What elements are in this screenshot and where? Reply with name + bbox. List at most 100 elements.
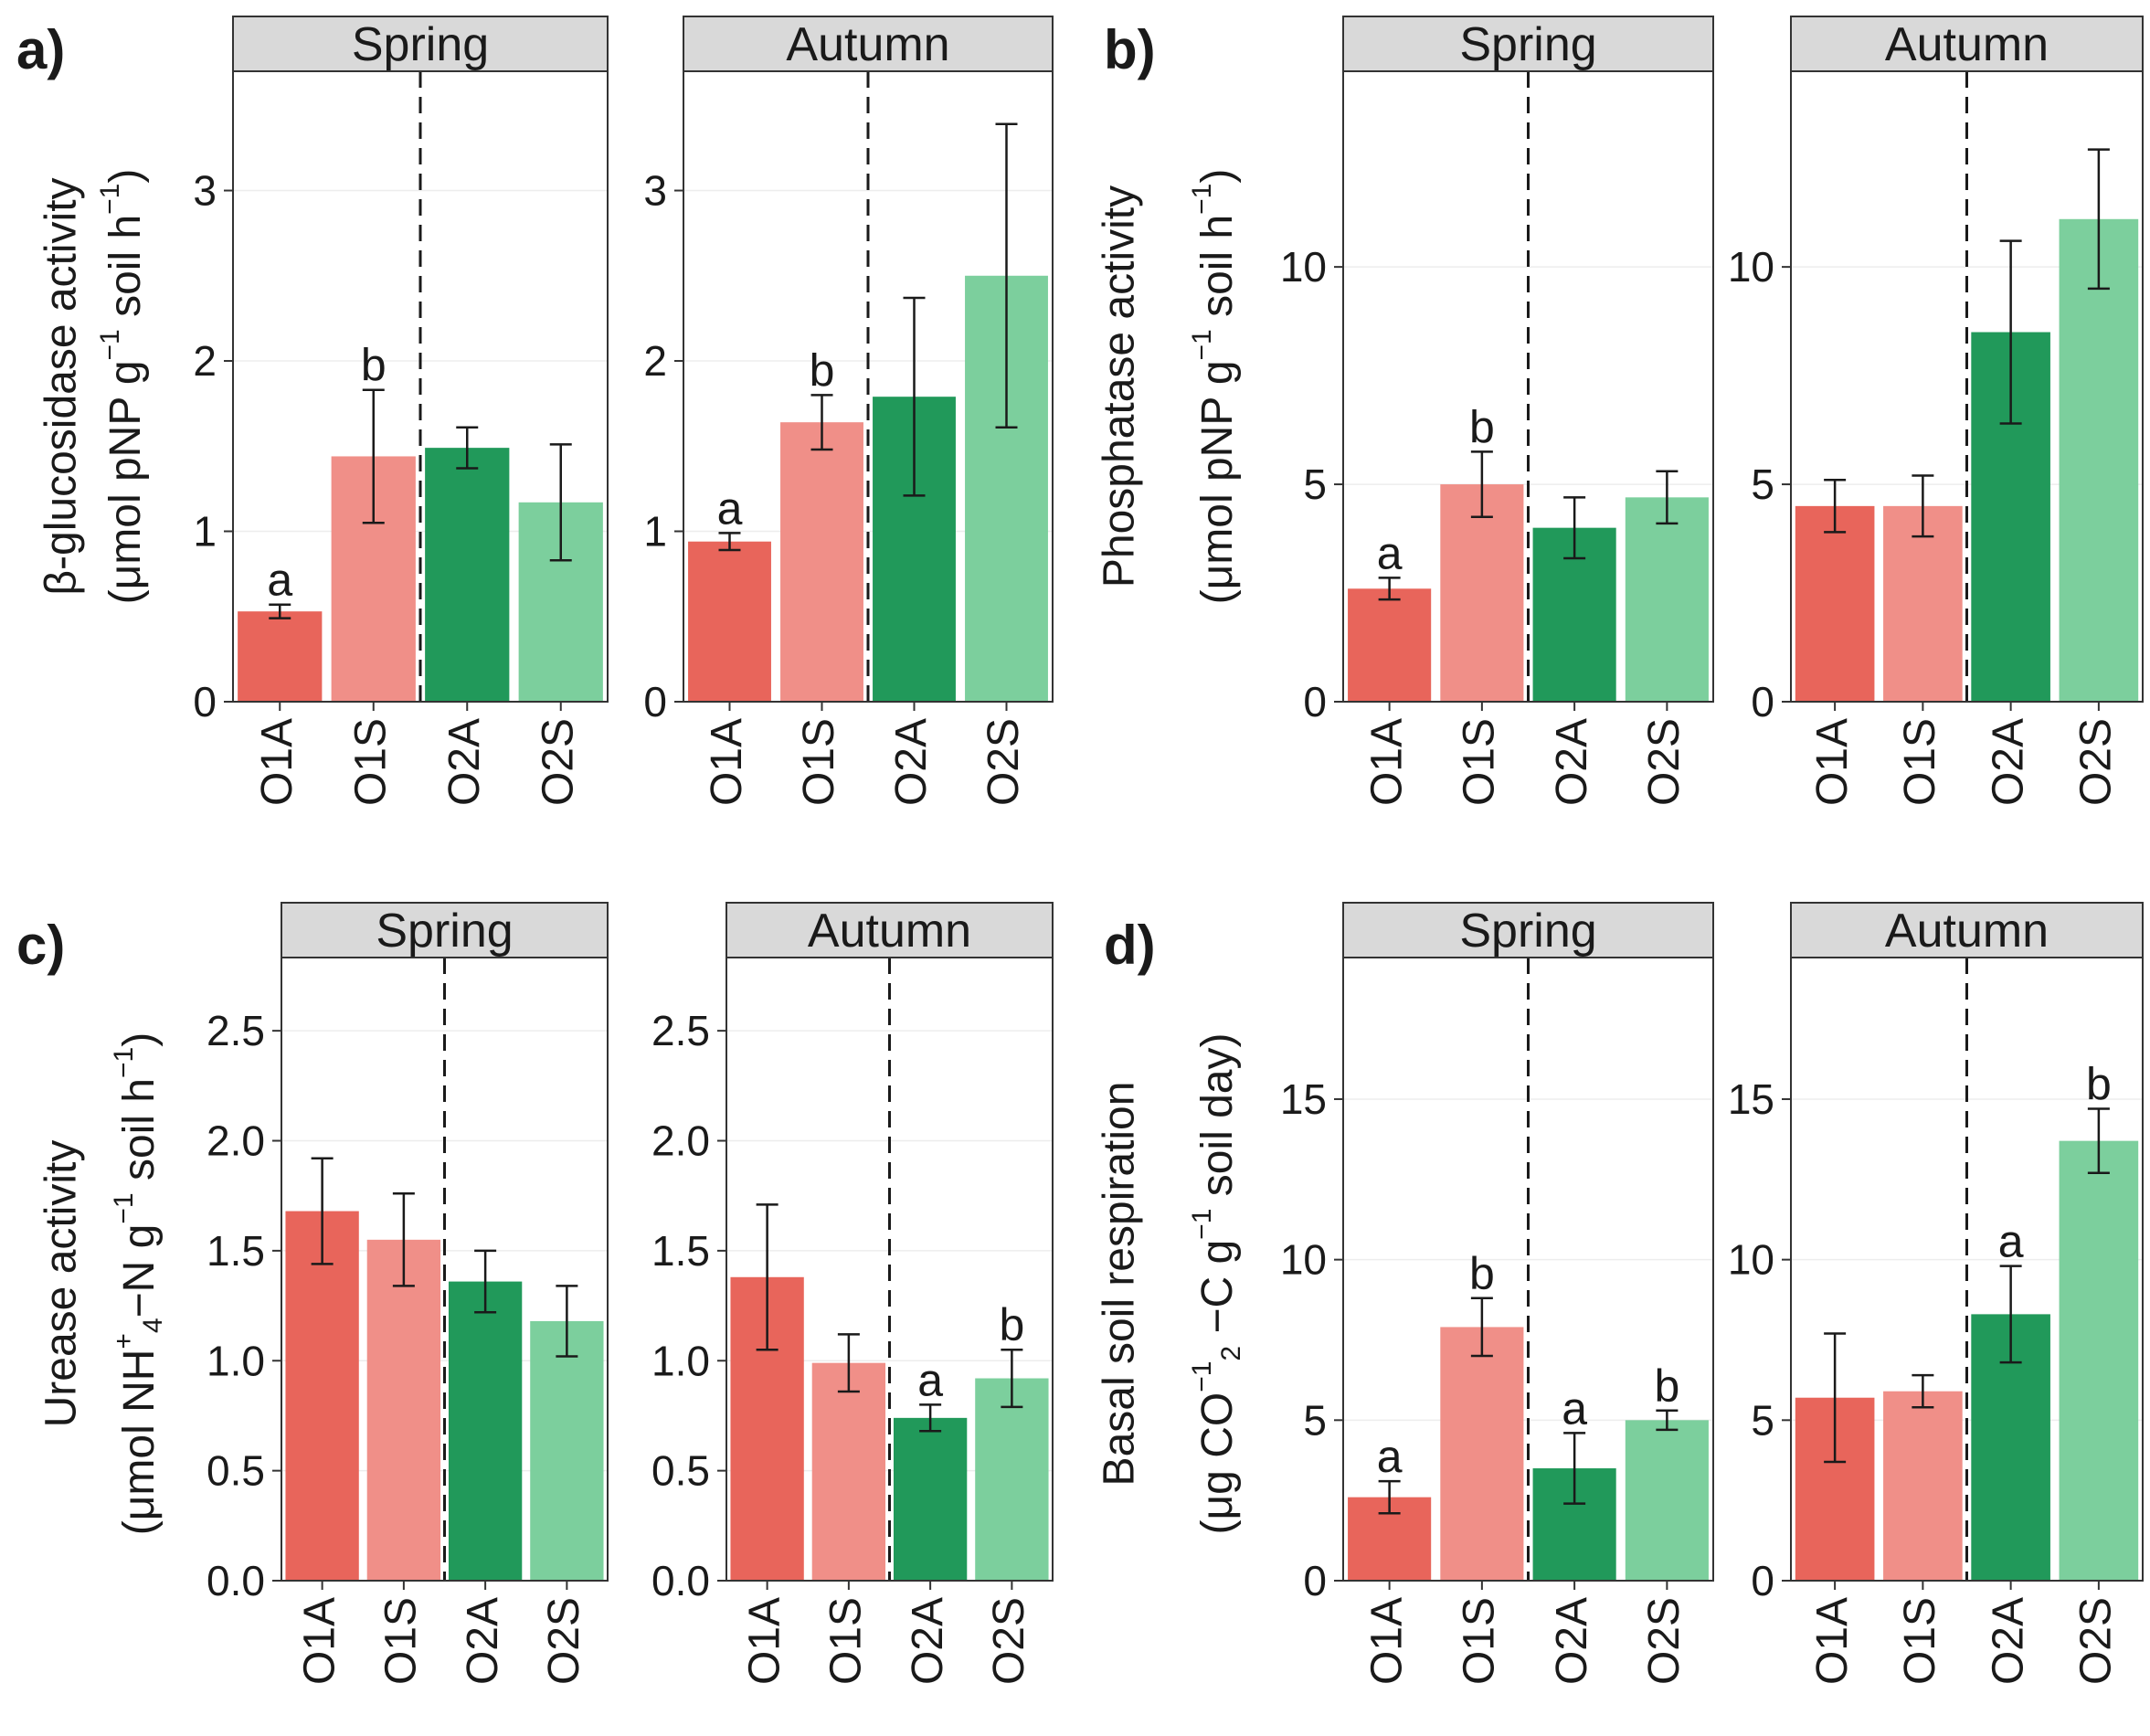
facet-strip-label: Spring bbox=[1459, 18, 1596, 71]
facet-strip-label: Autumn bbox=[1885, 905, 2049, 958]
y-axis-title-b: Phosphatase activity bbox=[1096, 185, 1144, 587]
y-tick-label: 5 bbox=[1751, 1396, 1774, 1444]
y-tick-label: 5 bbox=[1303, 1396, 1327, 1444]
facet-d-spring: Spring a O1A b O1S a O2A b O2S 0 5 10 15 bbox=[1280, 902, 1714, 1685]
significance-letter-O1A: a bbox=[717, 482, 743, 534]
x-tick-label-O2A: O2A bbox=[440, 718, 489, 806]
x-tick-label-O2S: O2S bbox=[2072, 718, 2121, 806]
y-tick-label: 0 bbox=[1751, 678, 1774, 725]
y-axis-units-part: ) bbox=[1193, 1033, 1242, 1048]
error-bar-O2A bbox=[1999, 1265, 2022, 1364]
y-axis-units-part: −1 bbox=[1187, 184, 1217, 215]
y-axis-title-d: Basal soil respiration bbox=[1096, 1082, 1144, 1487]
error-bar-O2A bbox=[456, 426, 479, 470]
bar-O1S bbox=[1883, 505, 1963, 702]
x-tick-label-O2S: O2S bbox=[540, 1597, 588, 1685]
x-tick-label-O2A: O2A bbox=[1984, 718, 2032, 806]
panel-border bbox=[1790, 957, 2144, 1582]
bar-O2S bbox=[975, 1378, 1049, 1581]
x-tick-label-O1A: O1A bbox=[1362, 718, 1411, 806]
x-tick-label-O1S: O1S bbox=[822, 1597, 871, 1685]
error-bar-O1S bbox=[1912, 474, 1934, 538]
facet-strip-label: Spring bbox=[352, 18, 489, 71]
significance-letter-O1S: b bbox=[361, 340, 387, 391]
facet-strip bbox=[725, 902, 1054, 958]
y-tick-label: 0.0 bbox=[651, 1557, 710, 1604]
y-tick-label: 2.0 bbox=[207, 1117, 265, 1165]
y-axis-units-part: −1 bbox=[1187, 1209, 1217, 1240]
facet-strip bbox=[281, 902, 609, 958]
bar-O2S bbox=[2059, 218, 2139, 703]
panel-label-a: a) bbox=[16, 19, 65, 80]
significance-letter-O2A: a bbox=[1562, 1382, 1587, 1434]
x-tick-label-O1A: O1A bbox=[295, 1597, 344, 1685]
x-tick-label-O1S: O1S bbox=[377, 1597, 426, 1685]
y-tick-label: 1 bbox=[193, 508, 217, 556]
facet-a-autumn: Autumn a O1A b O1S O2A O2S 0 1 2 3 bbox=[643, 16, 1054, 806]
significance-letter-O1A: a bbox=[267, 555, 292, 606]
y-axis-units-part: −N g bbox=[115, 1224, 164, 1318]
x-tick-label-O1A: O1A bbox=[740, 1597, 789, 1685]
x-tick-label-O1S: O1S bbox=[1896, 718, 1944, 806]
y-axis-units-part: (μmol pNP g bbox=[1193, 360, 1242, 604]
y-axis-units-part: ) bbox=[115, 1032, 164, 1047]
significance-letter-O1S: b bbox=[810, 344, 835, 396]
bar-O2S bbox=[1625, 1420, 1709, 1581]
bar-O1S bbox=[1440, 484, 1524, 702]
y-axis-title-c: Urease activity bbox=[37, 1140, 86, 1428]
panel-c: c) Urease activity (μmol NH+​4​−N g−1​ soi… bbox=[16, 902, 1054, 1685]
x-tick-label-O2S: O2S bbox=[2072, 1597, 2121, 1685]
error-bar-O2S bbox=[1001, 1348, 1023, 1409]
panel-d: d) Basal soil respiration (μg CO−1​2​ −C g… bbox=[1096, 902, 2144, 1685]
bar-O2A bbox=[893, 1417, 968, 1581]
facet-b-spring: Spring a O1A b O1S O2A O2S 0 5 10 bbox=[1280, 16, 1714, 806]
y-tick-label: 2.5 bbox=[651, 1007, 710, 1054]
panel-border bbox=[683, 70, 1054, 703]
panel-label-c: c) bbox=[16, 915, 65, 976]
error-bar-O1S bbox=[1470, 1297, 1493, 1358]
facet-strip bbox=[1790, 16, 2144, 72]
error-bar-O1A bbox=[311, 1157, 334, 1265]
bar-O2S bbox=[1625, 497, 1709, 702]
y-tick-label: 15 bbox=[1728, 1075, 1774, 1123]
facet-strip-label: Spring bbox=[1459, 905, 1596, 958]
y-axis-units-part: + bbox=[109, 1333, 139, 1350]
error-bar-O2S bbox=[1656, 470, 1679, 525]
y-axis-units-part: (μg CO bbox=[1193, 1392, 1242, 1535]
x-tick-label-O1S: O1S bbox=[346, 718, 395, 806]
panel-border bbox=[232, 70, 609, 703]
y-tick-label: 1.5 bbox=[207, 1227, 265, 1275]
significance-letter-O1A: a bbox=[1377, 1431, 1403, 1482]
x-tick-label-O2S: O2S bbox=[534, 718, 582, 806]
facet-d-autumn: Autumn O1A O1S a O2A b O2S 0 5 10 15 bbox=[1728, 902, 2144, 1685]
y-tick-label: 2.5 bbox=[207, 1007, 265, 1054]
y-tick-label: 0 bbox=[1303, 678, 1327, 725]
y-tick-label: 2 bbox=[643, 337, 667, 385]
bar-O1S bbox=[811, 1362, 886, 1581]
facet-strip-label: Autumn bbox=[786, 18, 949, 71]
x-tick-label-O2S: O2S bbox=[980, 718, 1028, 806]
bar-O1A bbox=[238, 611, 323, 702]
bar-O2A bbox=[425, 448, 510, 702]
facet-c-spring: Spring O1A O1S O2A O2S 0.0 0.5 1.0 1.5 2.0 2.5 bbox=[207, 902, 609, 1685]
y-axis-units-part: −C g bbox=[1193, 1240, 1242, 1346]
y-axis-units-c: (μmol NH+​4​−N g−1​ soil h−1​) bbox=[109, 1032, 168, 1535]
facet-a-spring: Spring a O1A b O1S O2A O2S 0 1 2 3 bbox=[193, 16, 609, 806]
y-axis-units-part: 4 bbox=[138, 1318, 168, 1333]
x-tick-label-O1A: O1A bbox=[1362, 1597, 1411, 1685]
bar-O1A bbox=[1348, 588, 1432, 702]
y-tick-label: 5 bbox=[1751, 460, 1774, 508]
y-tick-label: 1.0 bbox=[207, 1337, 265, 1384]
x-tick-label-O2S: O2S bbox=[1640, 718, 1689, 806]
bar-O1A bbox=[1795, 505, 1875, 702]
error-bar-O2S bbox=[556, 1285, 578, 1358]
panel-border bbox=[1342, 957, 1714, 1582]
error-bar-O1A bbox=[1824, 1332, 1847, 1464]
y-axis-units-d: (μg CO−1​2​ −C g−1​ soil day) bbox=[1187, 1033, 1246, 1535]
x-tick-label-O2A: O2A bbox=[887, 718, 936, 806]
y-tick-label: 5 bbox=[1303, 460, 1327, 508]
error-bar-O1A bbox=[718, 532, 741, 552]
x-tick-label-O1S: O1S bbox=[1896, 1597, 1944, 1685]
y-tick-label: 0 bbox=[1751, 1557, 1774, 1604]
y-axis-units-part: ) bbox=[101, 169, 150, 184]
